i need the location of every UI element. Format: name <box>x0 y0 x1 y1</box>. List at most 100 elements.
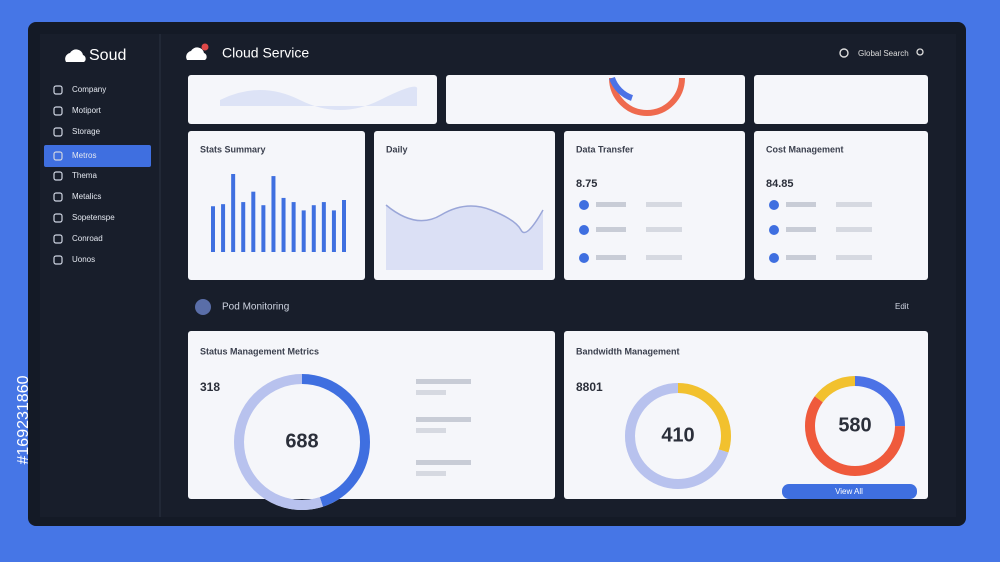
list-line <box>786 227 816 232</box>
sidebar-icon <box>53 106 63 116</box>
list-line <box>646 255 682 260</box>
list-line <box>836 227 872 232</box>
list-dot <box>769 200 779 210</box>
card-stat: 8.75 <box>576 178 597 190</box>
bar <box>211 206 215 252</box>
view-button[interactable] <box>782 484 917 499</box>
list-line <box>646 202 682 207</box>
card-title: Daily <box>386 144 408 154</box>
bar <box>342 200 346 252</box>
list-line <box>836 202 872 207</box>
list-line <box>786 255 816 260</box>
card <box>446 75 745 124</box>
card <box>754 75 928 124</box>
notification-dot <box>201 43 209 51</box>
donut-value: 410 <box>661 424 694 446</box>
section-title: Pod Monitoring <box>222 302 289 313</box>
sidebar-item[interactable]: Company <box>72 85 106 94</box>
list-dot <box>579 200 589 210</box>
bar <box>331 210 336 252</box>
view-button-label[interactable]: View All <box>835 487 863 496</box>
bar <box>311 205 316 252</box>
donut-segment <box>625 383 731 489</box>
panel-title: Bandwidth Management <box>576 346 680 356</box>
header-logo <box>186 47 207 60</box>
text-line <box>416 379 471 384</box>
sidebar-item[interactable]: Thema <box>72 171 97 180</box>
list-line <box>836 255 872 260</box>
sidebar-icon <box>53 255 63 265</box>
panel[interactable] <box>188 331 555 499</box>
list-line <box>646 227 682 232</box>
list-dot <box>769 225 779 235</box>
text-line <box>416 428 446 433</box>
bar <box>261 205 266 252</box>
user-icon[interactable] <box>916 48 924 56</box>
bar <box>291 202 296 252</box>
brand: Soud <box>89 47 126 64</box>
donut-segment <box>805 376 905 476</box>
panel[interactable] <box>564 331 928 499</box>
ring-fragment <box>609 77 685 116</box>
section-icon <box>195 299 211 315</box>
donut-segment <box>234 374 370 510</box>
sidebar-item[interactable]: Metalics <box>72 192 101 201</box>
sidebar-icon <box>53 213 63 223</box>
list-line <box>596 255 626 260</box>
donut-value: 580 <box>838 414 871 436</box>
area <box>386 205 543 270</box>
sidebar-item[interactable]: Sopetenspe <box>72 213 115 222</box>
list-line <box>786 202 816 207</box>
bar <box>321 202 326 252</box>
card-stat: 84.85 <box>766 178 794 190</box>
sidebar-item[interactable]: Conroad <box>72 234 103 243</box>
text-line <box>416 390 446 395</box>
sidebar-icon <box>53 171 63 181</box>
sidebar-item[interactable]: Storage <box>72 127 101 136</box>
ring-fragment-blue <box>609 76 634 101</box>
panel-title: Status Management Metrics <box>200 346 319 356</box>
donut-segment <box>805 376 905 476</box>
text-line <box>416 471 446 476</box>
panel-stat: 8801 <box>576 380 603 394</box>
card <box>188 75 437 124</box>
sidebar-icon <box>53 127 63 137</box>
area-line <box>385 204 544 234</box>
sidebar-icon <box>53 234 63 244</box>
bar <box>241 202 246 252</box>
stock-id: #169231860 <box>15 375 32 464</box>
bar <box>221 204 226 252</box>
section-link[interactable]: Edit <box>895 302 910 311</box>
area-fragment <box>220 86 418 110</box>
panel-stat: 318 <box>200 380 220 394</box>
card-title: Data Transfer <box>576 144 634 154</box>
text-line <box>416 417 471 422</box>
card-title: Cost Management <box>766 144 844 154</box>
bar <box>281 197 286 252</box>
sidebar-item[interactable]: Motiport <box>72 106 102 115</box>
search-icon[interactable] <box>839 48 849 58</box>
list-dot <box>579 225 589 235</box>
header-title: Cloud Service <box>222 45 309 61</box>
list-dot <box>769 253 779 263</box>
list-line <box>596 227 626 232</box>
search-label[interactable]: Global Search <box>858 49 909 58</box>
list-line <box>596 202 626 207</box>
brand-logo <box>65 49 86 62</box>
sidebar-active[interactable] <box>44 145 151 167</box>
bar <box>301 210 306 252</box>
sidebar-icon <box>53 85 63 95</box>
bar <box>251 191 256 252</box>
sidebar-icon <box>53 151 63 161</box>
bar <box>231 174 236 252</box>
text-line <box>416 460 471 465</box>
bar <box>271 176 276 252</box>
sidebar-icon <box>53 192 63 202</box>
sidebar-item[interactable]: Uonos <box>72 255 95 264</box>
donut-value: 688 <box>285 430 318 452</box>
card-title: Stats Summary <box>200 144 266 154</box>
sidebar-item[interactable]: Metros <box>72 151 96 160</box>
list-dot <box>579 253 589 263</box>
